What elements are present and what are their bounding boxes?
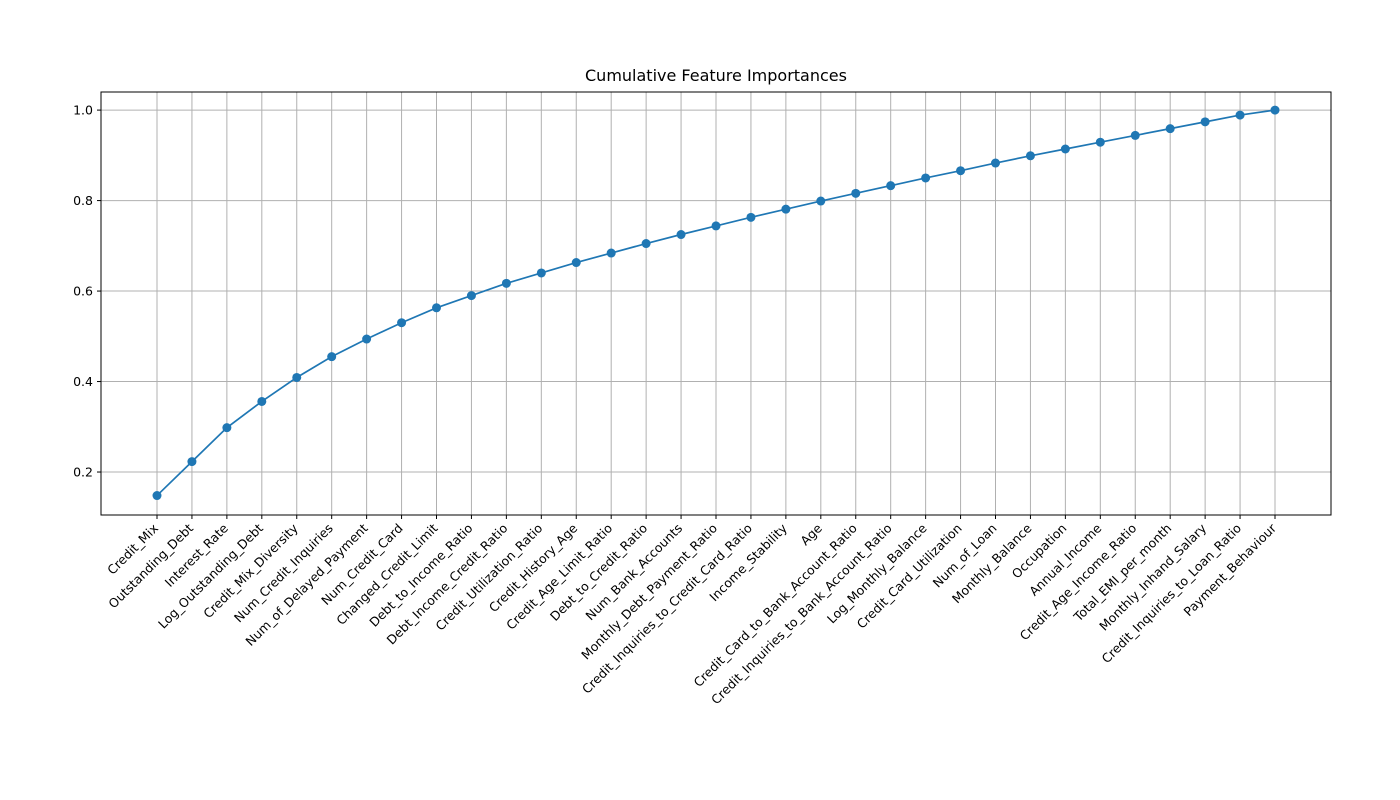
y-tick-label: 0.6	[73, 284, 93, 299]
data-point	[1165, 124, 1175, 134]
data-point	[1270, 105, 1280, 115]
data-point	[886, 181, 896, 191]
data-point	[222, 423, 232, 433]
x-tick-labels: Credit_MixOutstanding_DebtInterest_RateL…	[104, 520, 1280, 707]
data-point	[606, 248, 616, 258]
data-point	[676, 230, 686, 240]
data-point	[397, 318, 407, 328]
x-tick-label: Age	[797, 520, 825, 548]
data-point	[641, 239, 651, 249]
data-point	[1025, 151, 1035, 161]
data-point	[571, 258, 581, 268]
data-point	[501, 278, 511, 288]
data-point	[746, 212, 756, 222]
data-point	[781, 204, 791, 214]
data-point	[1200, 117, 1210, 127]
data-point	[1060, 144, 1070, 154]
chart-title: Cumulative Feature Importances	[585, 66, 847, 85]
data-point	[187, 457, 197, 467]
y-tick-label: 0.2	[73, 465, 93, 480]
data-point	[432, 303, 441, 313]
data-point	[257, 396, 267, 406]
data-point	[1235, 110, 1245, 120]
data-point	[1130, 130, 1140, 140]
data-point	[152, 491, 162, 501]
data-point	[362, 334, 372, 344]
data-point	[1095, 137, 1105, 147]
data-point	[991, 158, 1000, 168]
data-point	[711, 221, 721, 231]
data-point	[956, 166, 966, 176]
series-line-layer	[152, 105, 1280, 501]
data-point	[851, 188, 861, 198]
axis-ticks	[97, 109, 1276, 519]
data-point	[292, 372, 302, 382]
data-point	[466, 291, 476, 301]
y-tick-label: 0.4	[73, 374, 93, 389]
data-point	[921, 173, 931, 183]
data-point	[536, 268, 546, 278]
y-tick-label: 0.8	[73, 193, 93, 208]
data-point	[327, 352, 337, 362]
grid	[101, 92, 1331, 515]
y-tick-label: 1.0	[73, 103, 93, 118]
y-tick-labels: 0.2 0.4 0.6 0.8 1.0	[73, 103, 93, 480]
data-point	[816, 196, 826, 206]
